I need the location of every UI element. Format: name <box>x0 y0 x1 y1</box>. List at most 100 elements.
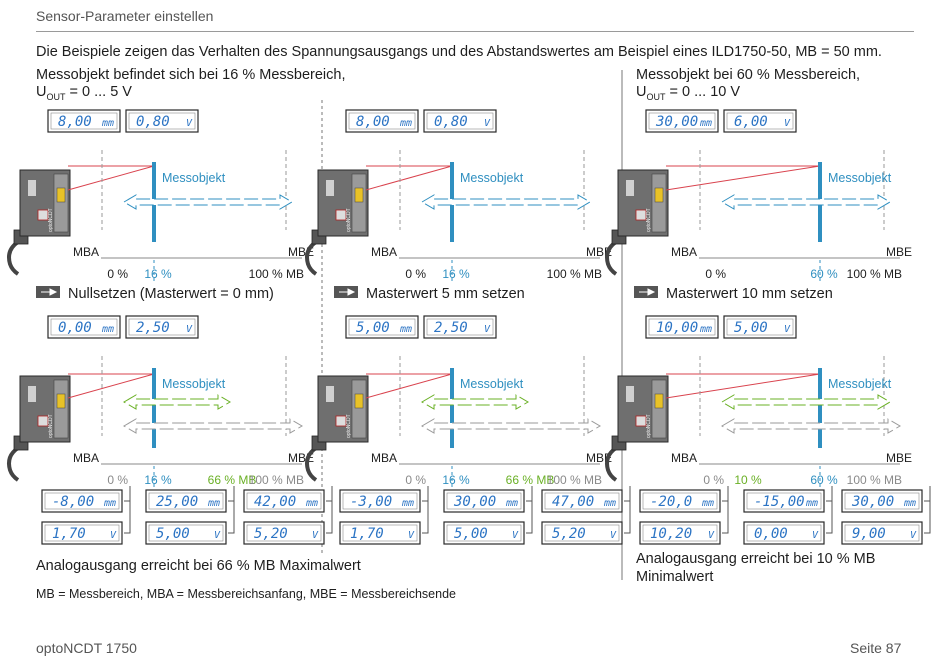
action-label: Nullsetzen (Masterwert = 0 mm) <box>68 286 274 302</box>
lcd-value: 0,00 <box>58 320 92 336</box>
range-arrow <box>421 194 591 210</box>
range-arrow <box>721 194 891 210</box>
sensor-leds <box>626 180 634 196</box>
laser-sensor: optoNCDT <box>605 375 669 482</box>
lcd-frame <box>645 109 719 133</box>
lcd-value: 5,00 <box>454 526 488 542</box>
target-label: Messobjekt <box>460 377 524 391</box>
readout-voltage: 0,00 V <box>743 521 825 545</box>
lcd-inner-frame <box>426 112 494 130</box>
mba-label: MBA <box>371 451 397 465</box>
lcd-value: 0,00 <box>754 526 788 542</box>
distance-display: 0,00 mm <box>47 315 121 339</box>
distance-display: 10,00 mm <box>645 315 719 339</box>
sensor-logo <box>335 415 347 427</box>
sensor-leds <box>626 386 634 402</box>
lcd-frame <box>345 315 419 339</box>
sensor-warning-label <box>354 393 364 409</box>
readout-distance: -3,00 mm <box>339 489 421 513</box>
lcd-inner-frame <box>246 492 322 510</box>
readout-voltage: 1,70 V <box>339 521 421 545</box>
column-title-right: Messobjekt bei 60 % Messbereich, <box>636 67 861 83</box>
percent-label: 16 % <box>442 267 470 281</box>
lcd-value: 8,00 <box>356 114 390 130</box>
lcd-value: -20,0 <box>650 494 692 510</box>
range-arrow <box>721 418 901 434</box>
header-divider <box>36 31 914 32</box>
readout-bracket <box>924 500 931 534</box>
readout-bracket <box>228 500 235 534</box>
lcd-frame <box>243 489 325 513</box>
readout-distance: -8,00 mm <box>41 489 123 513</box>
percent-label: 60 % <box>810 473 838 487</box>
lcd-value: -15,00 <box>754 494 805 510</box>
target-label: Messobjekt <box>828 377 892 391</box>
laser-beam-return <box>67 373 155 399</box>
percent-label: 0 % <box>703 473 724 487</box>
range-arrow-shape <box>421 418 601 434</box>
readout-bracket <box>526 500 533 534</box>
range-arrow-shape <box>123 418 303 434</box>
uout-right: UOUT = 0 ... 10 V <box>636 84 740 102</box>
lcd-value: 2,50 <box>136 320 170 336</box>
lcd-unit: mm <box>207 498 220 509</box>
lcd-inner-frame <box>746 492 822 510</box>
lcd-unit: mm <box>101 118 114 129</box>
sensor-front <box>53 379 69 439</box>
laser-beam-return <box>365 373 453 399</box>
footer-page: Seite 87 <box>850 640 902 656</box>
lcd-frame <box>243 521 325 545</box>
lcd-inner-frame <box>844 524 920 542</box>
lcd-value: 5,00 <box>156 526 190 542</box>
percent-label: 16 % <box>442 473 470 487</box>
action-step: Masterwert 10 mm setzen <box>634 286 833 302</box>
sensor-logo <box>635 209 647 221</box>
readout-voltage: 5,20 V <box>541 521 623 545</box>
distance-display: 5,00 mm <box>345 315 419 339</box>
lcd-frame <box>723 109 797 133</box>
lcd-frame <box>47 109 121 133</box>
lcd-inner-frame <box>844 492 920 510</box>
action-label: Masterwert 10 mm setzen <box>666 286 833 302</box>
lcd-value: 30,00 <box>453 494 496 510</box>
sensor-watermark-text: optoNCDT <box>48 414 54 438</box>
lcd-unit: V <box>312 530 319 541</box>
lcd-frame <box>41 489 123 513</box>
lcd-value: 0,80 <box>136 114 170 130</box>
lcd-value: 10,00 <box>656 320 698 336</box>
sensor-leds <box>28 180 36 196</box>
range-arrow <box>421 418 601 434</box>
lcd-value: -3,00 <box>350 494 392 510</box>
percent-label: 0 % <box>705 267 726 281</box>
lcd-inner-frame <box>246 524 322 542</box>
conclusion-left: Analogausgang erreicht bei 66 % MB Maxim… <box>36 558 361 574</box>
percent-label: 16 % <box>144 267 172 281</box>
sensor-cable <box>605 446 618 482</box>
action-arrow-icon <box>339 288 356 296</box>
range-arrow-shape <box>123 394 231 410</box>
range-arrow <box>123 194 293 210</box>
readout-distance: 47,00 mm <box>541 489 623 513</box>
uout-range: = 0 ... 10 V <box>669 84 741 100</box>
lcd-frame <box>645 315 719 339</box>
lcd-unit: V <box>408 530 415 541</box>
voltage-display: 2,50 V <box>125 315 199 339</box>
lcd-frame <box>145 489 227 513</box>
percent-label: 100 % MB <box>547 473 602 487</box>
sensor-warning-label <box>56 393 66 409</box>
voltage-display: 5,00 V <box>723 315 797 339</box>
readout-voltage: 1,70 V <box>41 521 123 545</box>
readout-bracket <box>624 500 631 534</box>
lcd-inner-frame <box>648 112 716 130</box>
lcd-frame <box>743 489 825 513</box>
lcd-unit: mm <box>903 498 916 509</box>
sensor-logo <box>37 415 49 427</box>
lcd-unit: V <box>186 324 193 335</box>
lcd-unit: V <box>910 530 917 541</box>
lcd-value: 25,00 <box>156 494 198 510</box>
sensor-warning-label <box>56 187 66 203</box>
readout-distance: 30,00 mm <box>443 489 525 513</box>
lcd-inner-frame <box>128 318 196 336</box>
action-step: Nullsetzen (Masterwert = 0 mm) <box>36 286 274 302</box>
lcd-inner-frame <box>726 112 794 130</box>
